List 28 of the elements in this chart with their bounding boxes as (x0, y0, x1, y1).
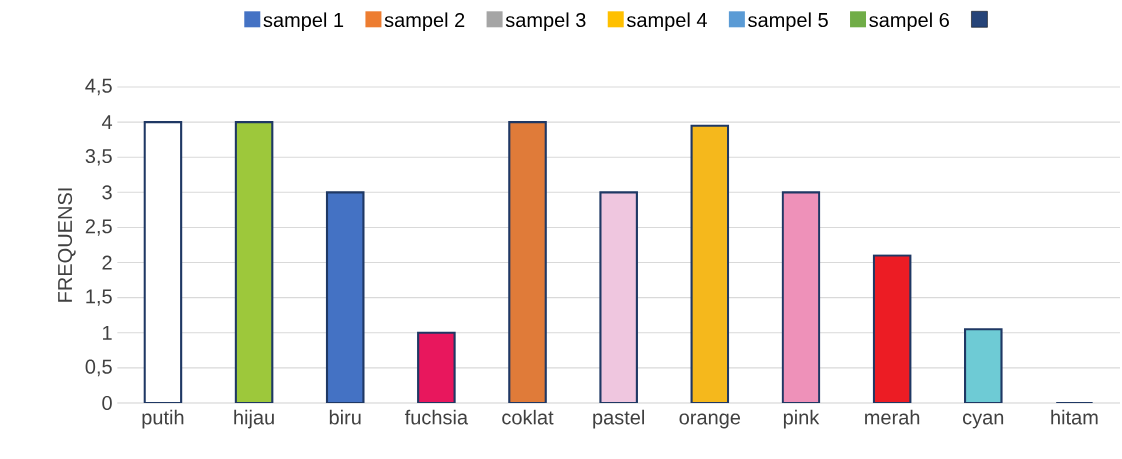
x-tick-label: orange (679, 413, 741, 429)
x-tick-label: pastel (593, 409, 644, 429)
x-tick-label: merah (865, 409, 920, 425)
y-tick-label: 4 (101, 115, 113, 129)
y-tick-label: 4,5 (85, 78, 112, 96)
x-tick-label: putih (142, 409, 184, 429)
legend-label: sampel 2 (384, 12, 465, 32)
y-tick-label: 3,5 (85, 148, 112, 166)
legend-label: sampel 1 (263, 12, 344, 32)
x-tick-label: hitam (1051, 409, 1098, 425)
x-tick-label: hijau (234, 409, 274, 429)
legend-label: sampel 4 (626, 12, 707, 32)
y-tick-label: 0 (102, 395, 112, 411)
x-tick-label: fuchsia (404, 409, 469, 425)
legend-label: sampel 5 (748, 12, 828, 32)
y-tick-label: 0,5 (85, 359, 112, 377)
x-tick-label: biru (329, 409, 361, 425)
y-tick-label: 2,5 (85, 219, 112, 236)
y-axis-title: FREQUENSI (57, 188, 76, 302)
y-tick-label: 3 (102, 185, 112, 200)
x-tick-label: pink (783, 409, 820, 429)
y-tick-label: 1 (103, 325, 112, 340)
legend-label: sampel 3 (505, 12, 586, 32)
x-tick-label: coklat (502, 409, 554, 425)
legend-label: sampel 6 (869, 12, 949, 32)
x-tick-label: cyan (963, 413, 1004, 429)
y-tick-label: 2 (102, 255, 112, 270)
y-tick-label: 1,5 (86, 289, 112, 306)
